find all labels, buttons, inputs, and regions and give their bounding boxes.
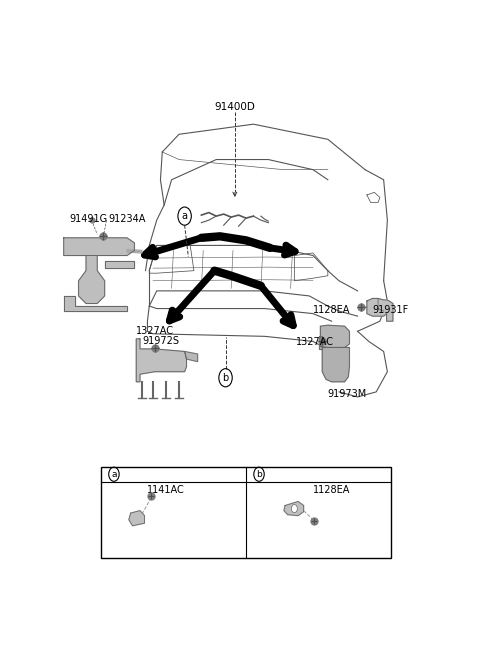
Polygon shape xyxy=(64,238,134,255)
Text: b: b xyxy=(222,373,228,382)
Text: a: a xyxy=(111,470,117,479)
Text: 91491G: 91491G xyxy=(69,214,108,224)
Text: 1128EA: 1128EA xyxy=(313,485,350,495)
Polygon shape xyxy=(64,296,127,311)
Polygon shape xyxy=(136,339,186,382)
Text: 1327AC: 1327AC xyxy=(296,337,334,348)
Text: 1327AC: 1327AC xyxy=(136,326,174,337)
Text: 91972S: 91972S xyxy=(143,337,180,346)
Polygon shape xyxy=(322,348,349,382)
Text: 1141AC: 1141AC xyxy=(147,485,185,495)
Polygon shape xyxy=(367,298,393,321)
Polygon shape xyxy=(79,255,105,304)
Bar xyxy=(101,466,391,558)
Text: 91931F: 91931F xyxy=(372,304,409,315)
Text: 1128EA: 1128EA xyxy=(313,304,350,315)
Polygon shape xyxy=(105,260,134,268)
Polygon shape xyxy=(129,510,144,525)
Polygon shape xyxy=(127,249,142,253)
Polygon shape xyxy=(185,352,198,361)
Polygon shape xyxy=(321,325,349,348)
Polygon shape xyxy=(284,501,304,516)
Text: 91400D: 91400D xyxy=(215,102,255,112)
Polygon shape xyxy=(319,337,322,349)
Text: a: a xyxy=(181,211,188,221)
Text: 91973M: 91973M xyxy=(327,390,366,400)
Circle shape xyxy=(291,504,297,512)
Text: b: b xyxy=(256,470,262,479)
Text: 91234A: 91234A xyxy=(108,214,146,224)
